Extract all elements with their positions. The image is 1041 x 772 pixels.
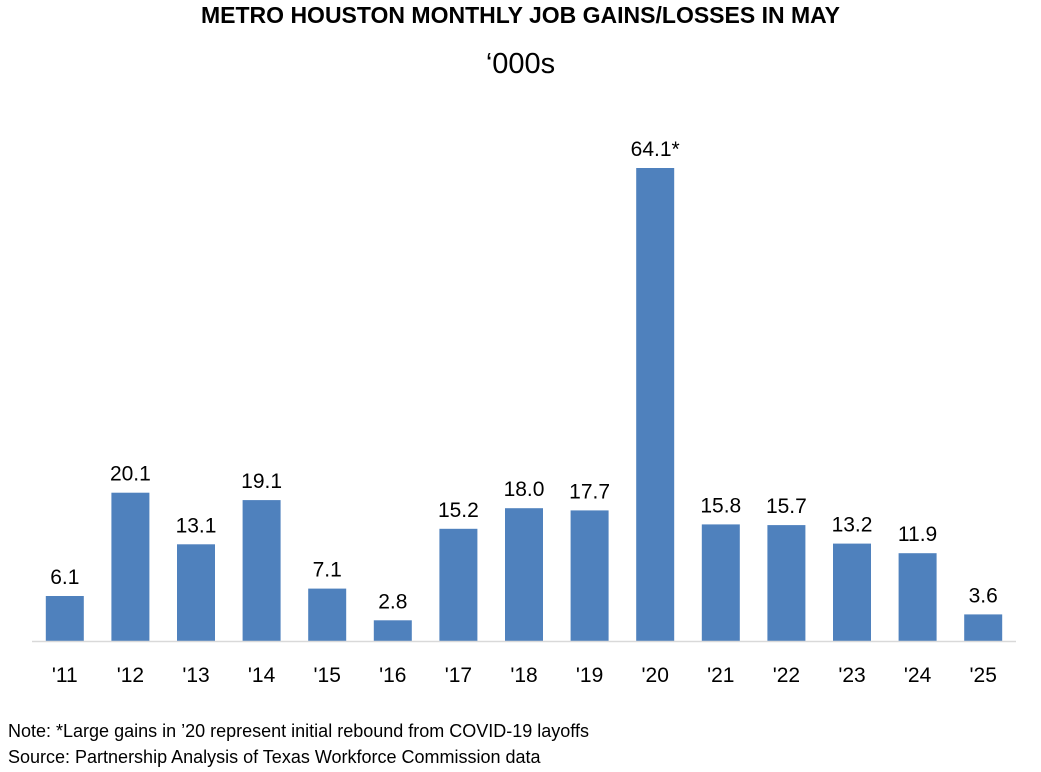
- data-label: 17.7: [569, 480, 610, 503]
- bar: [45, 596, 84, 641]
- x-tick-label: '14: [248, 664, 276, 687]
- data-label: 13.1: [176, 514, 217, 537]
- x-tick-label: '21: [707, 664, 734, 687]
- chart-source: Source: Partnership Analysis of Texas Wo…: [8, 747, 541, 767]
- data-label: 11.9: [898, 523, 937, 546]
- bar: [898, 553, 937, 641]
- x-tick-label: '20: [642, 664, 669, 687]
- data-label: 19.1: [241, 470, 282, 493]
- bar: [636, 168, 675, 641]
- x-tick-label: '18: [510, 664, 537, 687]
- data-label: 64.1*: [631, 138, 680, 161]
- data-label: 15.2: [438, 499, 479, 522]
- chart-title: METRO HOUSTON MONTHLY JOB GAINS/LOSSES I…: [201, 2, 840, 28]
- x-tick-label: '24: [904, 664, 932, 687]
- x-tick-label: '11: [52, 664, 78, 687]
- bar: [964, 614, 1003, 641]
- data-label: 20.1: [110, 463, 151, 486]
- bar: [505, 508, 543, 641]
- x-tick-label: '13: [182, 664, 209, 687]
- x-tick-label: '17: [445, 664, 472, 687]
- x-tick-label: '23: [838, 664, 865, 687]
- data-label: 18.0: [504, 478, 545, 501]
- bar: [242, 500, 281, 641]
- data-label: 7.1: [313, 559, 342, 582]
- x-tick-label: '25: [970, 664, 997, 687]
- bar: [767, 525, 806, 641]
- bar: [570, 510, 609, 641]
- x-tick-label: '22: [773, 664, 800, 687]
- data-label: 3.6: [969, 584, 998, 607]
- bar: [308, 588, 347, 641]
- bar: [373, 620, 412, 641]
- bar: [111, 492, 150, 641]
- bar: [177, 544, 215, 641]
- data-label: 15.7: [766, 495, 807, 518]
- data-label: 13.2: [832, 514, 873, 537]
- chart-note: Note: *Large gains in ’20 represent init…: [8, 721, 589, 741]
- data-label: 6.1: [50, 566, 79, 589]
- x-tick-label: '12: [117, 664, 144, 687]
- x-tick-label: '16: [379, 664, 406, 687]
- bar: [701, 524, 740, 641]
- bar: [439, 528, 478, 641]
- x-tick-label: '19: [576, 664, 603, 687]
- chart-subtitle: ‘000s: [485, 48, 556, 80]
- bar: [833, 543, 871, 641]
- data-label: 2.8: [378, 590, 407, 613]
- data-label: 15.8: [700, 494, 741, 517]
- x-tick-label: '15: [314, 664, 341, 687]
